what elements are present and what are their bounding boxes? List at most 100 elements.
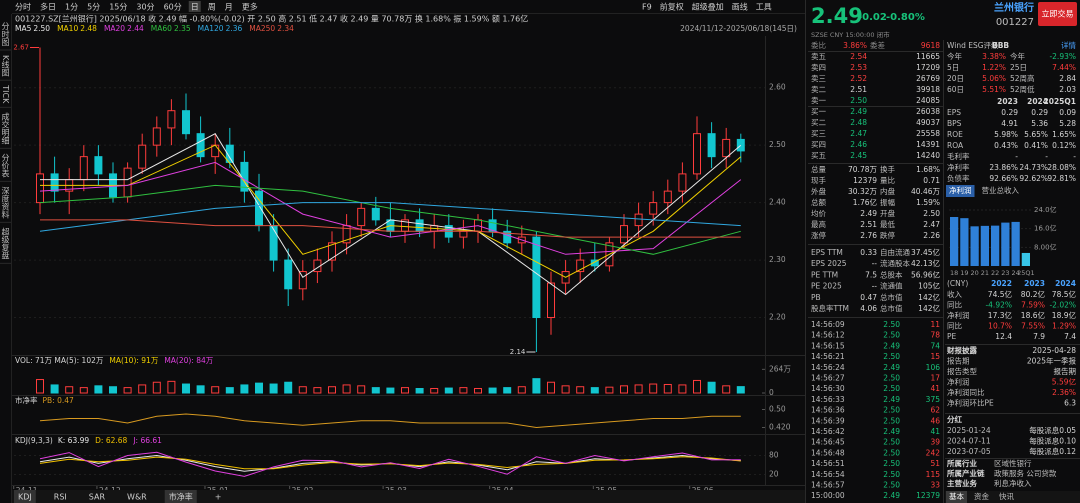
chart-tick-label: 8.00亿 bbox=[1034, 242, 1057, 251]
side-tab[interactable]: 分价表 bbox=[1, 153, 10, 178]
toolbar-tab[interactable]: 分时 bbox=[15, 2, 31, 12]
chart-category: 19 bbox=[960, 269, 968, 277]
ma-legend-name: MA5 bbox=[15, 24, 32, 33]
table-row-label: BPS bbox=[947, 119, 962, 128]
volume-bar bbox=[50, 384, 59, 394]
field-label: 涨停 bbox=[811, 230, 826, 240]
chart-tab[interactable]: 营业总收入 bbox=[982, 185, 1020, 195]
profit-bar bbox=[1001, 222, 1010, 266]
candle-body bbox=[284, 259, 293, 290]
ma-legend-value: 2.48 bbox=[80, 24, 97, 33]
candle-body bbox=[649, 202, 658, 215]
book-volume: 25558 bbox=[916, 129, 940, 138]
toolbar-tab[interactable]: 30分 bbox=[136, 3, 154, 12]
ma-line bbox=[40, 133, 742, 296]
volume-bar bbox=[707, 381, 716, 394]
esg-detail[interactable]: 详情 bbox=[1061, 40, 1077, 50]
side-tab[interactable]: 成交明细 bbox=[1, 111, 10, 145]
candle-body bbox=[503, 230, 512, 244]
volume-legend: MA(10): 91万 bbox=[109, 356, 158, 365]
pb-line bbox=[39, 413, 741, 429]
industry-value: 利息净收入 bbox=[994, 478, 1032, 488]
toolbar-tab[interactable]: 1分 bbox=[65, 3, 78, 12]
tool-button[interactable]: F9 bbox=[642, 3, 652, 12]
last-price: 2.49 bbox=[811, 4, 863, 28]
indicator-tab[interactable]: + bbox=[215, 493, 222, 502]
table-cell: 0.29 bbox=[1001, 108, 1018, 117]
toolbar-tab[interactable]: 日 bbox=[191, 3, 199, 12]
table-cell: - bbox=[1015, 152, 1018, 161]
table-header: 2024 bbox=[1027, 97, 1048, 106]
ma-legend-name: MA120 bbox=[198, 24, 224, 33]
field-value: 4.06 bbox=[860, 304, 877, 313]
volume-bar bbox=[722, 385, 731, 394]
indicator-tab[interactable]: RSI bbox=[54, 493, 67, 502]
indicator-tab[interactable]: KDJ bbox=[18, 493, 32, 502]
book-label: 卖五 bbox=[811, 52, 826, 61]
info-line: 001227.SZ[兰州银行] 2025/06/18 收 2.49 幅 -0.8… bbox=[15, 14, 528, 24]
chart-category: 24 bbox=[1011, 269, 1019, 277]
field-value: 40.46万 bbox=[911, 187, 940, 196]
tool-button[interactable]: 前复权 bbox=[660, 2, 684, 12]
info-tab[interactable]: 基本 bbox=[949, 491, 964, 501]
profit-bar bbox=[1011, 221, 1020, 266]
book-label: 买四 bbox=[811, 140, 826, 149]
volume-bar bbox=[65, 386, 74, 394]
toolbar-tab[interactable]: 5分 bbox=[87, 3, 100, 12]
side-tab[interactable]: 分时图 bbox=[1, 22, 10, 47]
book-price: 2.54 bbox=[850, 52, 867, 61]
volume-bar bbox=[620, 385, 628, 394]
volume-bar bbox=[401, 387, 409, 394]
info-tab[interactable]: 快讯 bbox=[999, 491, 1014, 501]
toolbar-tab[interactable]: 多日 bbox=[40, 2, 56, 12]
chart-tab[interactable]: 净利润 bbox=[949, 185, 972, 195]
tool-button[interactable]: 画线 bbox=[732, 2, 748, 12]
tool-button[interactable]: 超级叠加 bbox=[692, 2, 724, 12]
table-cell: 5.36 bbox=[1031, 119, 1048, 128]
tool-button[interactable]: 工具 bbox=[756, 3, 772, 12]
table-row-label: 净利润 bbox=[947, 310, 970, 320]
field-value: 2.51 bbox=[860, 220, 877, 229]
field-value: 1.76亿 bbox=[853, 197, 878, 207]
trade-button-label[interactable]: 立即交易 bbox=[1042, 9, 1074, 19]
field-label: 换手 bbox=[880, 164, 895, 174]
volume-bar bbox=[474, 388, 482, 394]
field-label: 量比 bbox=[880, 175, 895, 185]
value: 3.86% bbox=[843, 41, 867, 50]
book-label: 卖一 bbox=[811, 96, 826, 105]
toolbar-tab[interactable]: 月 bbox=[225, 3, 233, 12]
ma-legend-value: 2.36 bbox=[226, 24, 243, 33]
indicator-tab[interactable]: 市净率 bbox=[169, 492, 193, 502]
tick-volume: 74 bbox=[930, 341, 940, 350]
field-value: 1.59% bbox=[916, 198, 940, 207]
candle-body bbox=[152, 127, 161, 146]
tick-time: 14:56:36 bbox=[811, 406, 845, 415]
toolbar-tab[interactable]: 60分 bbox=[164, 3, 182, 12]
tick-volume: 11 bbox=[930, 320, 940, 329]
book-volume: 26769 bbox=[916, 74, 940, 83]
side-tab[interactable]: 超级复盘 bbox=[1, 226, 10, 259]
table-row-label: 收入 bbox=[947, 289, 962, 299]
ma-legend-value: 2.50 bbox=[33, 24, 50, 33]
table-row-label: EPS bbox=[947, 108, 961, 117]
toolbar-tab[interactable]: 更多 bbox=[242, 2, 258, 12]
report-label: 净利润 bbox=[947, 377, 970, 387]
pb-tick-label: 0.420 bbox=[769, 423, 791, 432]
dividend-date: 2023-07-05 bbox=[947, 447, 991, 456]
field-label: 总额 bbox=[811, 197, 826, 207]
indicator-tab[interactable]: SAR bbox=[89, 493, 106, 502]
toolbar-tab[interactable]: 15分 bbox=[109, 3, 127, 12]
table-cell: 7.59% bbox=[1021, 301, 1045, 310]
field-label: 流通值 bbox=[880, 281, 903, 291]
field-value: -- bbox=[872, 259, 878, 268]
field-value: 0.71 bbox=[923, 176, 940, 185]
tick-time: 14:56:24 bbox=[811, 363, 845, 372]
side-tab[interactable]: TICK bbox=[1, 84, 10, 104]
field-label: 52周高 bbox=[1010, 73, 1035, 83]
side-tab[interactable]: K线图 bbox=[1, 55, 10, 77]
field-label: 自由流通 bbox=[880, 247, 910, 257]
toolbar-tab[interactable]: 周 bbox=[208, 3, 216, 12]
indicator-tab[interactable]: W&R bbox=[127, 493, 147, 502]
side-tab[interactable]: 深度资料 bbox=[1, 186, 10, 219]
info-tab[interactable]: 资金 bbox=[974, 491, 989, 501]
